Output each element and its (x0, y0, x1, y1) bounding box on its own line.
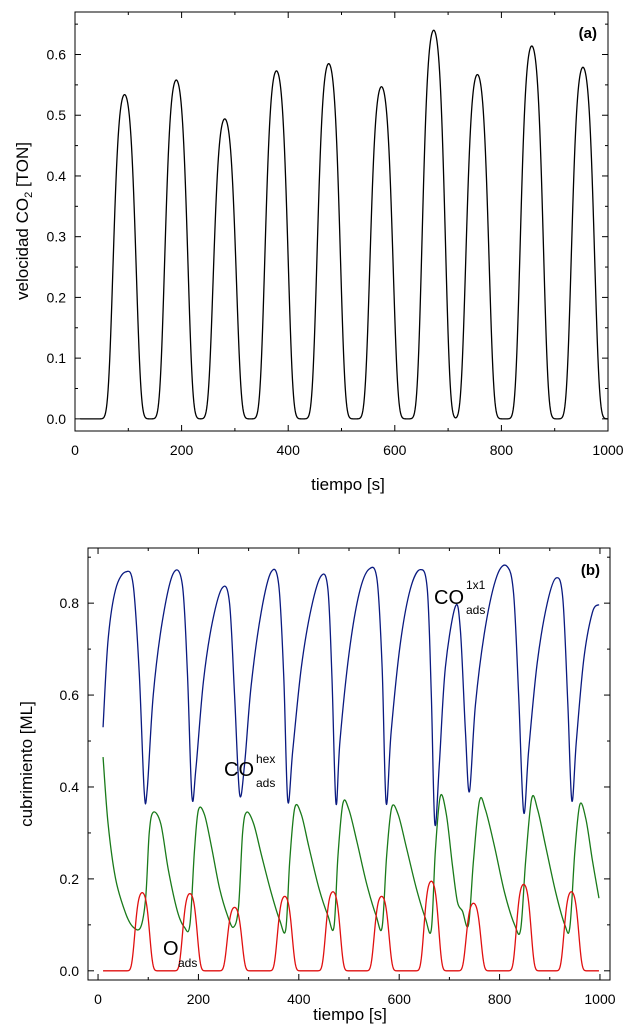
x-tick-label-b: 0 (94, 991, 102, 1007)
y-axis-title-a-sub: 2 (23, 192, 35, 198)
x-tick-label-a: 600 (383, 442, 407, 458)
annotation-co-1x1: CO 1x1 ads (434, 578, 486, 617)
y-tick-label-a: 0.4 (47, 168, 67, 184)
annotation-o-base: O (163, 938, 179, 960)
y-tick-label-a: 0.1 (47, 350, 67, 366)
y-tick-label-a: 0.3 (47, 229, 67, 245)
annotation-co-hex-sup: hex (256, 752, 275, 766)
y-tick-label-a: 0.5 (47, 107, 67, 123)
annotation-o: O ads (163, 938, 197, 970)
x-tick-label-a: 800 (490, 442, 514, 458)
y-tick-label-a: 0.2 (47, 289, 67, 305)
annotation-co-1x1-sup: 1x1 (466, 578, 486, 592)
x-tick-label-b: 200 (187, 991, 211, 1007)
x-tick-label-b: 800 (488, 991, 512, 1007)
y-tick-label-b: 0.8 (60, 595, 80, 611)
x-tick-label-a: 200 (170, 442, 194, 458)
series-line-b-2 (102, 880, 600, 972)
x-tick-label-b: 600 (388, 991, 412, 1007)
annotation-co-hex-base: CO (224, 759, 254, 781)
y-tick-label-a: 0.0 (47, 411, 67, 427)
annotation-co-1x1-base: CO (434, 587, 464, 609)
y-tick-label-b: 0.4 (60, 779, 80, 795)
panel-label-a: (a) (579, 25, 597, 42)
y-tick-label-b: 0.0 (60, 963, 80, 979)
y-axis-title-a: velocidad CO2 [TON] (13, 142, 35, 300)
annotation-co-1x1-sub: ads (466, 603, 485, 617)
annotation-co-hex-sub: ads (256, 776, 275, 790)
x-tick-label-a: 0 (71, 442, 79, 458)
series-line-a-0 (80, 29, 609, 420)
x-axis-title-a: tiempo [s] (311, 475, 385, 494)
panel-label-b: (b) (581, 562, 600, 579)
x-axis-title-b: tiempo [s] (313, 1005, 387, 1024)
annotation-o-sub: ads (178, 956, 197, 970)
series-line-b-0 (102, 564, 600, 827)
y-axis-title-a-main: velocidad CO (13, 198, 32, 300)
chart-panel-b: 0 200 400 600 800 1000 0.0 0.2 0.4 0.6 0.8 (b) tie… (17, 547, 616, 1024)
series-line-b-1 (102, 757, 600, 935)
x-tick-label-b: 400 (287, 991, 311, 1007)
y-tick-label-a: 0.6 (47, 47, 67, 63)
y-tick-label-b: 0.6 (60, 687, 80, 703)
x-tick-label-b: 1000 (584, 991, 615, 1007)
y-axis-title-b: cubrimiento [ML] (17, 701, 36, 827)
x-tick-label-a: 1000 (592, 442, 623, 458)
y-tick-label-b: 0.2 (60, 871, 80, 887)
x-tick-label-a: 400 (277, 442, 301, 458)
annotation-co-hex: CO hex ads (224, 752, 275, 790)
y-axis-title-a-tail: [TON] (13, 142, 32, 192)
chart-panel-a: 0 200 400 600 800 1000 0.0 0.1 0.2 0.3 0.4 0.5 0.6 (… (13, 11, 624, 494)
